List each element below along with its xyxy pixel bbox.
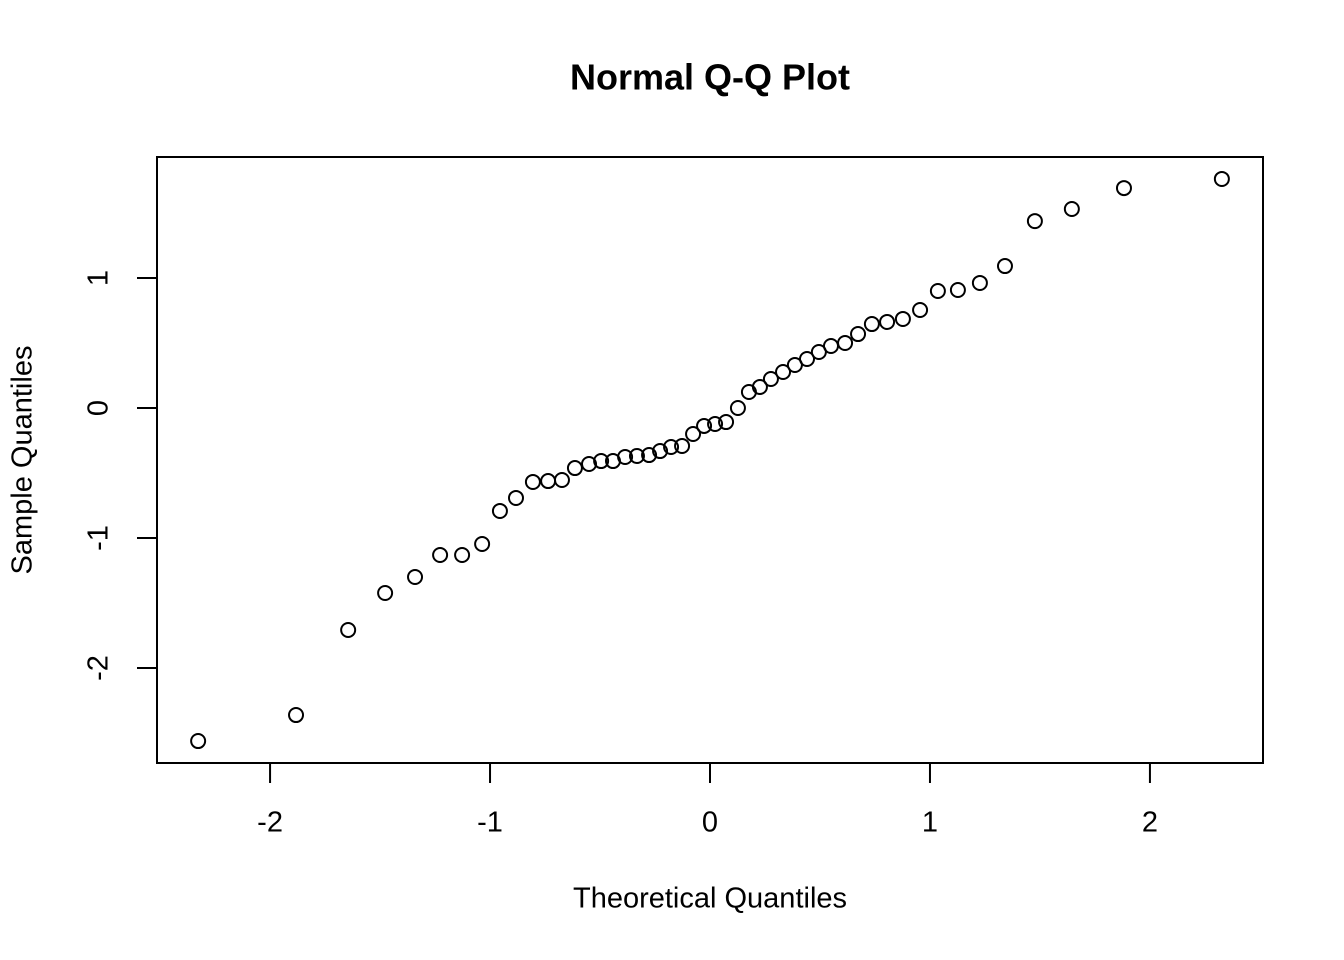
point: [929, 283, 946, 300]
point: [718, 414, 735, 431]
point: [641, 447, 658, 464]
point: [729, 400, 746, 417]
y-axis-label: Sample Quantiles: [7, 346, 39, 575]
x-tick-label: 0: [702, 807, 718, 839]
point: [663, 439, 680, 456]
point: [707, 415, 724, 432]
point: [799, 351, 816, 367]
x-axis-label: Theoretical Quantiles: [573, 883, 847, 915]
y-tick-label: -1: [83, 525, 115, 551]
point: [1115, 180, 1132, 197]
point: [628, 447, 645, 464]
x-tick-label: -1: [477, 807, 503, 839]
point: [432, 547, 449, 564]
y-tick-label: -2: [83, 655, 115, 681]
point: [407, 568, 424, 585]
point: [581, 456, 598, 473]
x-tick-label: 1: [922, 807, 938, 839]
point: [822, 338, 839, 355]
point: [971, 274, 988, 291]
point: [288, 707, 305, 724]
point: [696, 417, 713, 434]
point: [340, 622, 357, 639]
point: [674, 437, 691, 454]
y-tick-label: 1: [83, 270, 115, 286]
point: [553, 472, 570, 489]
point: [617, 449, 634, 466]
point: [540, 473, 557, 490]
x-tick-label: -2: [257, 807, 283, 839]
point: [524, 473, 541, 490]
point: [996, 258, 1013, 275]
point: [593, 453, 610, 470]
point: [850, 326, 867, 343]
point: [879, 313, 896, 330]
point: [1213, 170, 1230, 187]
chart-title: Normal Q-Q Plot: [570, 57, 850, 98]
point: [507, 489, 524, 506]
x-tick-label: 2: [1142, 807, 1158, 839]
point: [863, 316, 880, 333]
point: [685, 426, 702, 443]
point: [474, 535, 491, 552]
point: [894, 310, 911, 327]
point: [1063, 200, 1080, 217]
point: [454, 547, 471, 564]
point: [751, 378, 768, 395]
point: [837, 335, 854, 352]
point: [762, 371, 779, 388]
y-tick-label: 0: [83, 400, 115, 416]
point: [1026, 213, 1043, 230]
point: [377, 584, 394, 601]
point: [949, 281, 966, 298]
point: [491, 502, 508, 519]
point: [775, 363, 792, 380]
point: [912, 301, 929, 318]
plot-frame: [156, 156, 1264, 764]
point: [190, 733, 207, 750]
point: [652, 443, 669, 460]
point: [566, 460, 583, 477]
